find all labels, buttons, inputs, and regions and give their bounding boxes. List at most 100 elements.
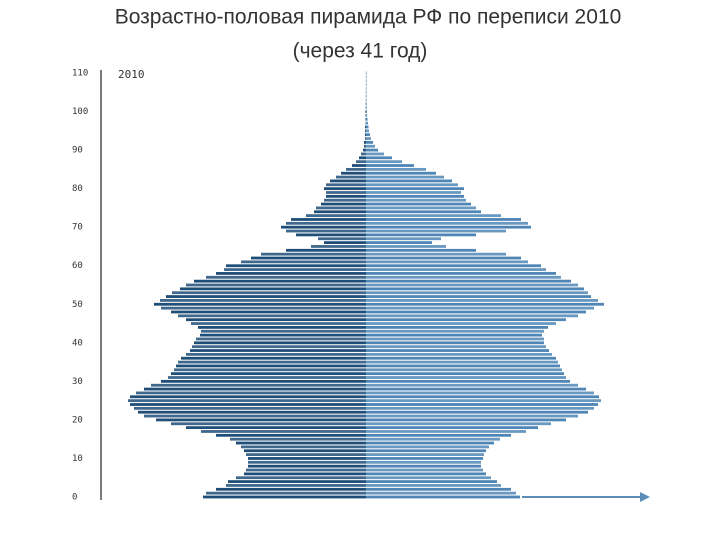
- bar: [366, 268, 546, 271]
- bar: [366, 229, 506, 233]
- bar: [366, 487, 511, 491]
- bar: [366, 391, 594, 395]
- bar: [181, 356, 366, 360]
- bar: [366, 310, 586, 314]
- bar: [366, 110, 367, 113]
- bar: [130, 395, 366, 399]
- bar: [366, 198, 466, 202]
- bar: [366, 430, 526, 433]
- bar: [196, 337, 366, 341]
- bar: [366, 167, 426, 171]
- bar: [366, 87, 367, 90]
- bar: [178, 314, 366, 318]
- bar: [366, 349, 549, 352]
- bar: [352, 164, 366, 167]
- bar: [171, 310, 366, 314]
- bar: [186, 318, 366, 322]
- bar: [366, 175, 444, 179]
- bar: [366, 426, 538, 430]
- bar: [366, 484, 501, 487]
- bar: [366, 345, 546, 349]
- bar: [186, 283, 366, 287]
- bar: [172, 291, 366, 295]
- bar: [326, 183, 366, 187]
- bar: [192, 345, 366, 349]
- bar: [226, 484, 366, 487]
- bar: [341, 171, 366, 175]
- bar: [366, 326, 548, 329]
- bar: [246, 468, 366, 472]
- y-tick-label: 60: [72, 261, 83, 271]
- bar: [261, 252, 366, 256]
- bar: [366, 418, 566, 422]
- bar: [198, 326, 366, 329]
- bar: [366, 83, 367, 86]
- bar: [366, 299, 598, 302]
- bar: [366, 106, 367, 110]
- bar: [361, 152, 366, 156]
- y-tick-label: 10: [72, 454, 83, 464]
- bar: [366, 160, 402, 164]
- bar: [366, 121, 368, 125]
- bar: [366, 464, 481, 468]
- bar: [316, 206, 366, 210]
- bar: [228, 480, 366, 483]
- bar: [286, 229, 366, 233]
- bar: [366, 364, 560, 368]
- bar: [318, 237, 366, 241]
- bar: [366, 202, 471, 206]
- bar: [366, 476, 491, 480]
- bar: [366, 191, 461, 194]
- bar: [365, 125, 366, 129]
- bar: [366, 218, 521, 221]
- bar: [366, 179, 452, 183]
- bar: [366, 144, 375, 148]
- bar: [364, 140, 366, 144]
- bar: [191, 322, 366, 325]
- bar: [180, 287, 366, 291]
- bar: [366, 272, 556, 275]
- bar: [246, 453, 366, 456]
- bar: [366, 395, 599, 399]
- bar: [366, 129, 369, 133]
- bar: [201, 329, 366, 333]
- bar: [366, 468, 483, 472]
- bar: [366, 98, 367, 102]
- bar: [366, 187, 464, 191]
- bar: [366, 422, 551, 426]
- bar: [161, 379, 366, 383]
- bar: [366, 403, 598, 406]
- bar: [365, 133, 366, 137]
- bar: [366, 125, 369, 129]
- y-tick-label: 80: [72, 184, 83, 194]
- bar: [151, 383, 366, 387]
- bar: [366, 372, 564, 376]
- bar: [366, 472, 486, 476]
- bar: [366, 221, 528, 225]
- bar: [138, 410, 366, 414]
- bar: [366, 495, 520, 499]
- bar: [200, 333, 366, 337]
- bar: [324, 241, 366, 244]
- bar: [330, 179, 366, 183]
- bar: [194, 341, 366, 345]
- bar: [226, 264, 366, 268]
- bar: [366, 245, 446, 248]
- bar: [366, 133, 370, 137]
- bar: [366, 225, 531, 229]
- bar: [154, 302, 366, 306]
- bar: [281, 225, 366, 229]
- bar: [248, 457, 366, 460]
- bar: [366, 341, 544, 345]
- bar: [366, 302, 604, 306]
- bar: [359, 156, 366, 160]
- chart-title: Возрастно-половая пирамида РФ по перепис…: [115, 6, 622, 29]
- bar: [366, 480, 497, 483]
- bar: [366, 437, 500, 441]
- bar: [178, 360, 366, 364]
- bar: [174, 368, 366, 372]
- bar: [366, 414, 578, 418]
- bar: [365, 129, 366, 133]
- bar: [324, 198, 366, 202]
